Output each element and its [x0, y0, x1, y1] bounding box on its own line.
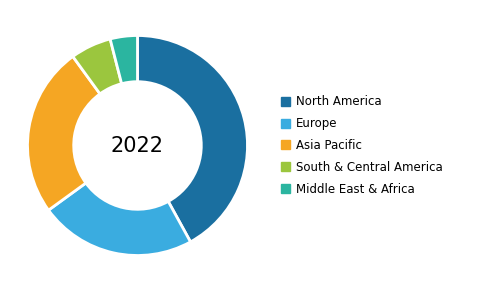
Wedge shape: [110, 36, 138, 84]
Wedge shape: [138, 36, 248, 242]
Wedge shape: [48, 183, 191, 255]
Wedge shape: [28, 56, 100, 210]
Legend: North America, Europe, Asia Pacific, South & Central America, Middle East & Afri: North America, Europe, Asia Pacific, Sou…: [281, 95, 443, 196]
Wedge shape: [73, 39, 122, 94]
Text: 2022: 2022: [111, 136, 164, 155]
